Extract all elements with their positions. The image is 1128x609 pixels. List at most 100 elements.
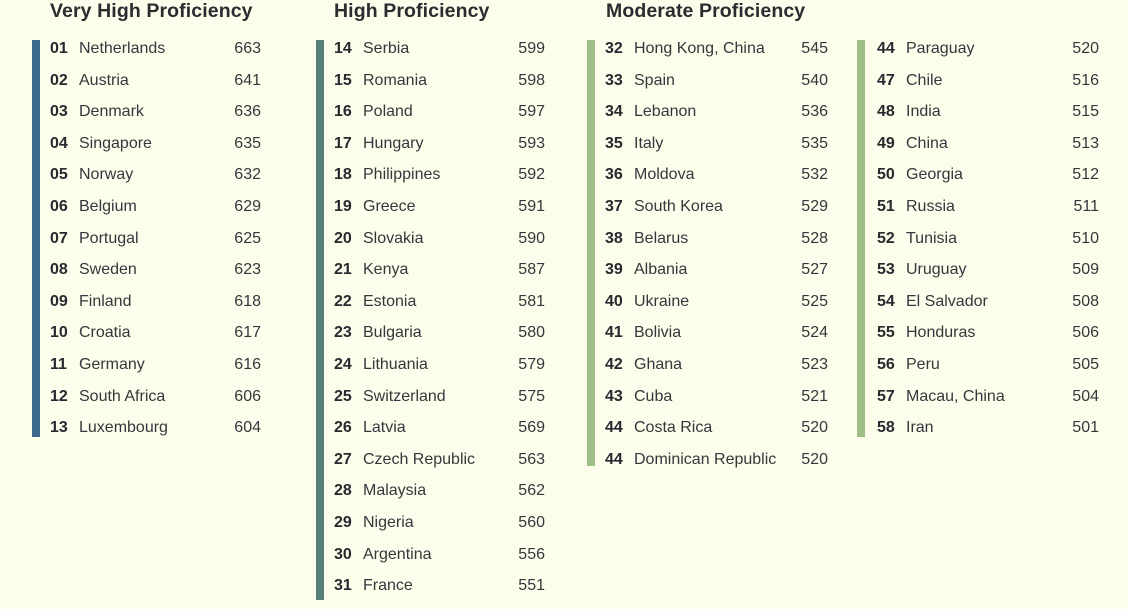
proficiency-score: 521 — [801, 387, 828, 405]
proficiency-score: 604 — [234, 419, 261, 437]
rank-number: 17 — [334, 134, 352, 152]
country-name: Cuba — [634, 387, 673, 405]
country-name: El Salvador — [906, 292, 988, 310]
country-name: Sweden — [79, 261, 137, 279]
rank-number: 53 — [877, 261, 895, 279]
country-name: Greece — [363, 197, 416, 215]
country-name: Belgium — [79, 197, 137, 215]
rank-number: 42 — [605, 355, 623, 373]
proficiency-score: 520 — [801, 450, 828, 468]
country-name: Finland — [79, 292, 132, 310]
rank-number: 09 — [50, 292, 68, 310]
country-name: Tunisia — [906, 229, 957, 247]
rank-number: 58 — [877, 419, 895, 437]
proficiency-score: 636 — [234, 103, 261, 121]
country-name: Hungary — [363, 134, 424, 152]
proficiency-score: 551 — [518, 577, 545, 595]
country-name: Georgia — [906, 166, 963, 184]
country-name: Denmark — [79, 103, 144, 121]
rank-number: 19 — [334, 197, 352, 215]
country-name: India — [906, 103, 941, 121]
proficiency-score: 509 — [1072, 261, 1099, 279]
proficiency-score: 590 — [518, 229, 545, 247]
proficiency-score: 581 — [518, 292, 545, 310]
country-name: Uruguay — [906, 261, 967, 279]
proficiency-score: 616 — [234, 355, 261, 373]
country-name: Poland — [363, 103, 413, 121]
proficiency-score: 511 — [1073, 197, 1099, 215]
rank-number: 28 — [334, 482, 352, 500]
country-name: Estonia — [363, 292, 417, 310]
high-color-bar — [316, 40, 324, 600]
rank-number: 06 — [50, 197, 68, 215]
country-name: Singapore — [79, 134, 152, 152]
rank-number: 39 — [605, 261, 623, 279]
country-name: Netherlands — [79, 40, 166, 57]
heading-very-high-proficiency: Very High Proficiency — [50, 0, 253, 22]
proficiency-score: 625 — [234, 229, 261, 247]
rank-number: 01 — [50, 40, 68, 57]
proficiency-score: 623 — [234, 261, 261, 279]
proficiency-score: 663 — [234, 40, 261, 57]
proficiency-score: 520 — [1072, 40, 1099, 57]
rank-number: 49 — [877, 134, 895, 152]
proficiency-score: 527 — [801, 261, 828, 279]
country-name: Kenya — [363, 261, 409, 279]
proficiency-score: 592 — [518, 166, 545, 184]
country-name: Hong Kong, China — [634, 40, 765, 57]
country-name: Paraguay — [906, 40, 975, 57]
rank-number: 34 — [605, 103, 623, 121]
proficiency-score: 591 — [518, 197, 545, 215]
country-name: Dominican Republic — [634, 450, 777, 468]
country-name: Costa Rica — [634, 419, 713, 437]
rank-number: 48 — [877, 103, 895, 121]
rank-number: 24 — [334, 355, 352, 373]
rank-number: 43 — [605, 387, 623, 405]
rank-number: 44 — [605, 450, 623, 468]
rank-number: 08 — [50, 261, 68, 279]
rank-number: 55 — [877, 324, 895, 342]
rank-number: 21 — [334, 261, 352, 279]
proficiency-score: 599 — [518, 40, 545, 57]
country-name: Nigeria — [363, 513, 414, 531]
proficiency-score: 529 — [801, 197, 828, 215]
proficiency-score: 606 — [234, 387, 261, 405]
country-name: Luxembourg — [79, 419, 168, 437]
country-name: Bolivia — [634, 324, 682, 342]
country-name: Portugal — [79, 229, 139, 247]
country-name: Switzerland — [363, 387, 446, 405]
proficiency-score: 516 — [1072, 71, 1099, 89]
proficiency-score: 569 — [518, 419, 545, 437]
rank-number: 32 — [605, 40, 623, 57]
rank-number: 52 — [877, 229, 895, 247]
rank-number: 15 — [334, 71, 352, 89]
country-name: Malaysia — [363, 482, 427, 500]
rank-number: 35 — [605, 134, 623, 152]
country-name: Croatia — [79, 324, 131, 342]
proficiency-score: 510 — [1072, 229, 1099, 247]
proficiency-score: 575 — [518, 387, 545, 405]
proficiency-score: 532 — [801, 166, 828, 184]
rank-number: 33 — [605, 71, 623, 89]
rank-number: 31 — [334, 577, 352, 595]
country-name: Moldova — [634, 166, 695, 184]
country-name: Iran — [906, 419, 934, 437]
country-name: Norway — [79, 166, 134, 184]
rank-number: 20 — [334, 229, 352, 247]
rank-number: 02 — [50, 71, 68, 89]
proficiency-score: 506 — [1072, 324, 1099, 342]
rank-number: 47 — [877, 71, 895, 89]
country-name: Latvia — [363, 419, 406, 437]
rank-number: 38 — [605, 229, 623, 247]
country-name: Macau, China — [906, 387, 1005, 405]
proficiency-score: 597 — [518, 103, 545, 121]
rank-number: 12 — [50, 387, 68, 405]
proficiency-score: 505 — [1072, 355, 1099, 373]
rank-number: 44 — [605, 419, 623, 437]
country-name: Albania — [634, 261, 688, 279]
rank-number: 13 — [50, 419, 68, 437]
very-high-color-bar — [32, 40, 40, 437]
proficiency-score: 524 — [801, 324, 828, 342]
country-name: South Korea — [634, 197, 723, 215]
rank-number: 41 — [605, 324, 623, 342]
